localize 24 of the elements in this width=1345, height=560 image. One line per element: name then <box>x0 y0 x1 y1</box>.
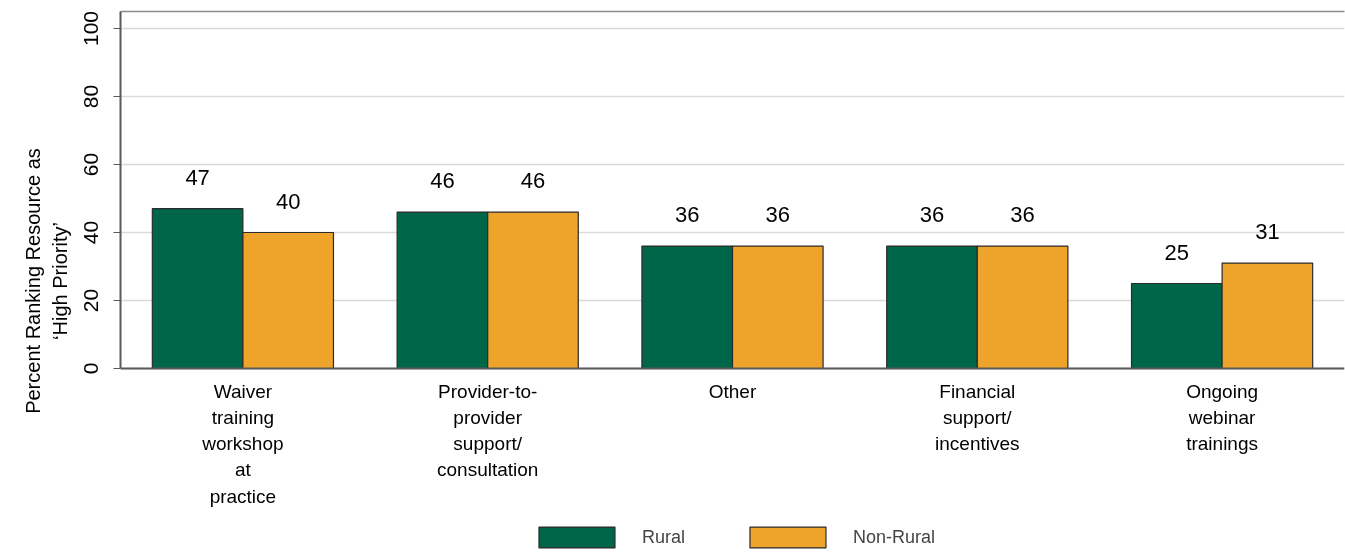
data-label: 36 <box>674 202 700 228</box>
y-tick-label: 100 <box>78 10 102 47</box>
legend-label: Rural <box>641 526 685 548</box>
data-label: 36 <box>765 202 791 228</box>
legend-label: Non-Rural <box>852 526 936 548</box>
x-tick-label: Other <box>708 380 757 402</box>
data-label: 46 <box>520 168 546 194</box>
data-label: 46 <box>430 168 455 194</box>
y-axis-title: Percent Ranking Resource as ‘High Priority’ <box>22 148 71 414</box>
data-label: 40 <box>275 188 301 214</box>
data-label: 25 <box>1164 239 1190 265</box>
data-label: 31 <box>1255 219 1280 245</box>
data-label: 36 <box>1010 202 1035 228</box>
y-tick-label: 20 <box>78 288 102 313</box>
x-tick-label: Financial support/ incentives <box>935 380 1020 454</box>
y-tick-label: 80 <box>78 84 102 109</box>
data-label: 36 <box>919 202 945 228</box>
x-tick-label: Provider-to- provider support/ consultation <box>437 380 539 481</box>
y-tick-label: 60 <box>78 152 102 177</box>
y-tick-label: 40 <box>78 220 102 245</box>
x-tick-label: Waiver training workshop at practice <box>201 380 284 507</box>
data-label: 47 <box>185 164 210 190</box>
x-tick-label: Ongoing webinar trainings <box>1186 380 1259 454</box>
y-tick-label: 0 <box>78 362 102 375</box>
